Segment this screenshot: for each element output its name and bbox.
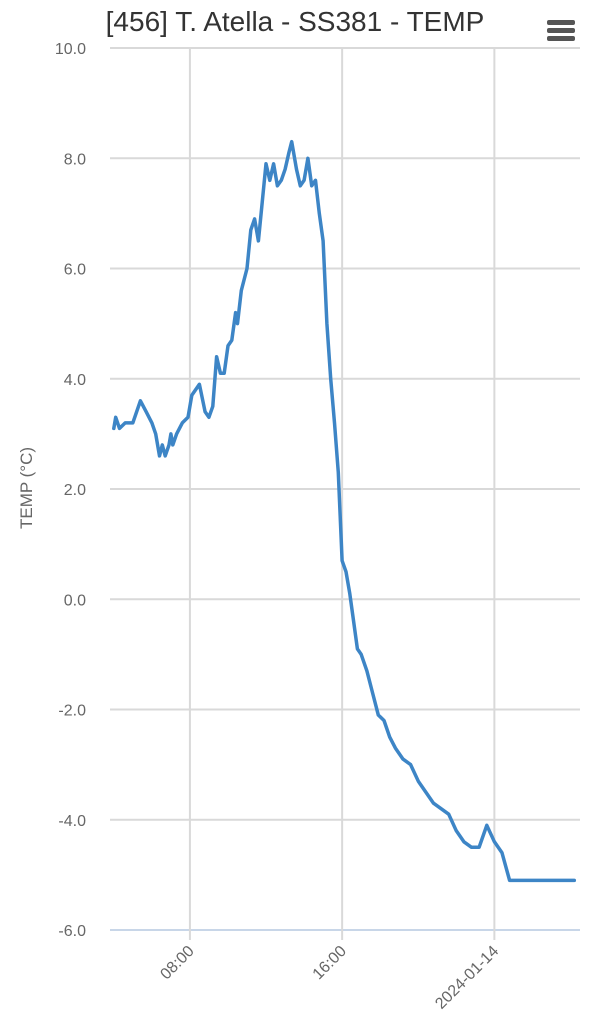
x-tick-label: 08:00 [157, 943, 197, 983]
y-tick-label: 8.0 [64, 151, 86, 168]
y-tick-label: 6.0 [64, 262, 86, 279]
y-tick-label: 0.0 [64, 592, 86, 609]
grid-layer [110, 47, 580, 940]
y-axis-title: TEMP (°C) [17, 447, 36, 529]
chart-title: [456] T. Atella - SS381 - TEMP [105, 6, 485, 37]
temperature-series-line[interactable] [112, 139, 577, 883]
hamburger-menu-icon[interactable] [541, 14, 581, 48]
y-tick-label: 2.0 [64, 482, 86, 499]
y-tick-label: -6.0 [58, 923, 86, 940]
menu-bar [547, 36, 575, 41]
y-tick-label: -4.0 [58, 813, 86, 830]
x-tick-label: 16:00 [310, 943, 350, 983]
menu-bar [547, 20, 575, 25]
menu-bar [547, 28, 575, 33]
y-tick-label: 4.0 [64, 372, 86, 389]
x-tick-label: 2024-01-14 [432, 943, 502, 1013]
y-tick-label: 10.0 [55, 41, 86, 58]
y-tick-label: -2.0 [58, 703, 86, 720]
series-layer[interactable] [112, 139, 577, 883]
